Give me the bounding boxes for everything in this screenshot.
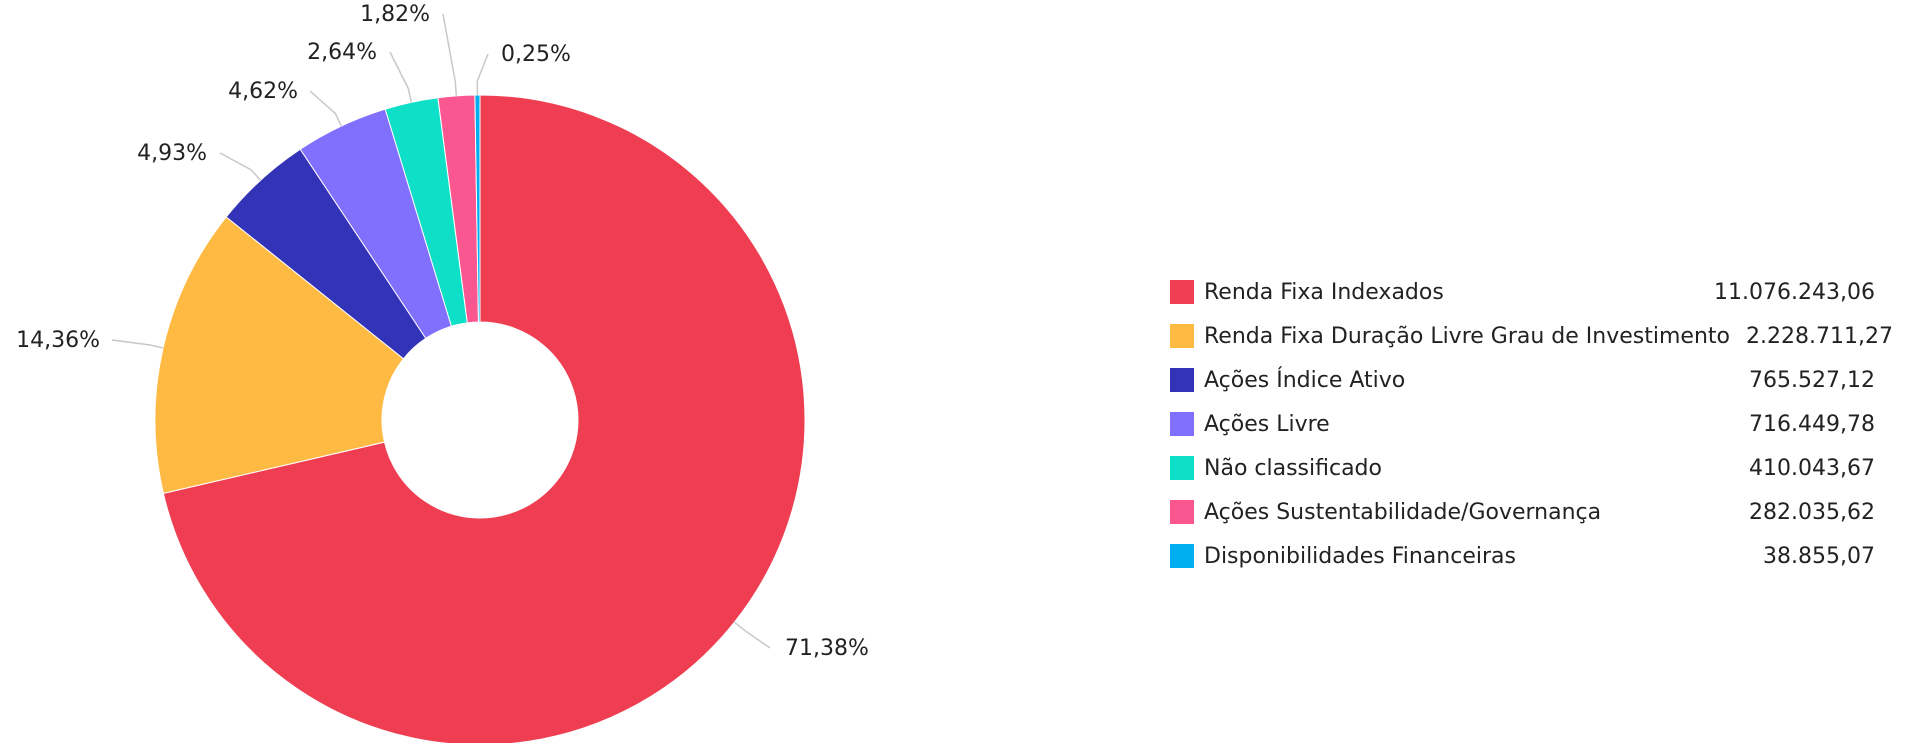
legend-swatch — [1170, 544, 1194, 568]
legend-value: 38.855,07 — [1763, 543, 1875, 569]
legend-label: Ações Índice Ativo — [1204, 367, 1406, 393]
legend-swatch — [1170, 456, 1194, 480]
legend-label: Renda Fixa Duração Livre Grau de Investi… — [1204, 323, 1730, 349]
legend-label: Renda Fixa Indexados — [1204, 279, 1444, 305]
legend-swatch — [1170, 368, 1194, 392]
slices-group — [154, 94, 806, 743]
legend: Renda Fixa Indexados 11.076.243,06 Renda… — [1170, 270, 1893, 578]
percent-label: 4,62% — [228, 79, 298, 104]
leader-line — [733, 621, 771, 649]
leader-line — [219, 152, 262, 181]
legend-value: 2.228.711,27 — [1745, 323, 1893, 349]
pie-slice[interactable] — [474, 94, 481, 323]
legend-label: Disponibilidades Financeiras — [1204, 543, 1516, 569]
legend-item-acoes-sustentabilidade[interactable]: Ações Sustentabilidade/Governança 282.03… — [1170, 490, 1875, 534]
percent-label: 0,25% — [501, 42, 571, 67]
pie-slice[interactable] — [162, 94, 806, 743]
legend-label: Ações Sustentabilidade/Governança — [1204, 499, 1602, 525]
leader-line — [476, 53, 489, 96]
leader-line — [442, 13, 458, 96]
percent-labels-group: 71,38% 14,36% 4,93% 4,62% 2,64% 1,82% 0,25% — [16, 2, 869, 661]
legend-value: 716.449,78 — [1749, 411, 1875, 437]
legend-item-acoes-livre[interactable]: Ações Livre 716.449,78 — [1170, 402, 1875, 446]
donut-chart: 71,38% 14,36% 4,93% 4,62% 2,64% 1,82% 0,25% — [16, 2, 869, 743]
legend-swatch — [1170, 324, 1194, 348]
pie-slice[interactable] — [154, 216, 405, 494]
leader-line — [389, 51, 413, 103]
leader-lines-group — [111, 13, 771, 649]
legend-value: 410.043,67 — [1749, 455, 1875, 481]
legend-swatch — [1170, 280, 1194, 304]
legend-swatch — [1170, 500, 1194, 524]
leader-line — [309, 90, 342, 127]
legend-item-disponibilidades-financeiras[interactable]: Disponibilidades Financeiras 38.855,07 — [1170, 534, 1875, 578]
percent-label: 14,36% — [16, 328, 100, 353]
legend-value: 282.035,62 — [1749, 499, 1875, 525]
legend-swatch — [1170, 412, 1194, 436]
legend-label: Não classificado — [1204, 455, 1382, 481]
percent-label: 2,64% — [307, 40, 377, 65]
percent-label: 1,82% — [360, 2, 430, 27]
legend-label: Ações Livre — [1204, 411, 1330, 437]
leader-line — [111, 339, 164, 349]
legend-item-renda-fixa-indexados[interactable]: Renda Fixa Indexados 11.076.243,06 — [1170, 270, 1875, 314]
percent-label: 4,93% — [137, 141, 207, 166]
legend-item-nao-classificado[interactable]: Não classificado 410.043,67 — [1170, 446, 1875, 490]
percent-label: 71,38% — [785, 636, 869, 661]
legend-value: 765.527,12 — [1749, 367, 1875, 393]
legend-item-renda-fixa-duracao-livre[interactable]: Renda Fixa Duração Livre Grau de Investi… — [1170, 314, 1893, 358]
legend-item-acoes-indice-ativo[interactable]: Ações Índice Ativo 765.527,12 — [1170, 358, 1875, 402]
legend-value: 11.076.243,06 — [1714, 279, 1875, 305]
